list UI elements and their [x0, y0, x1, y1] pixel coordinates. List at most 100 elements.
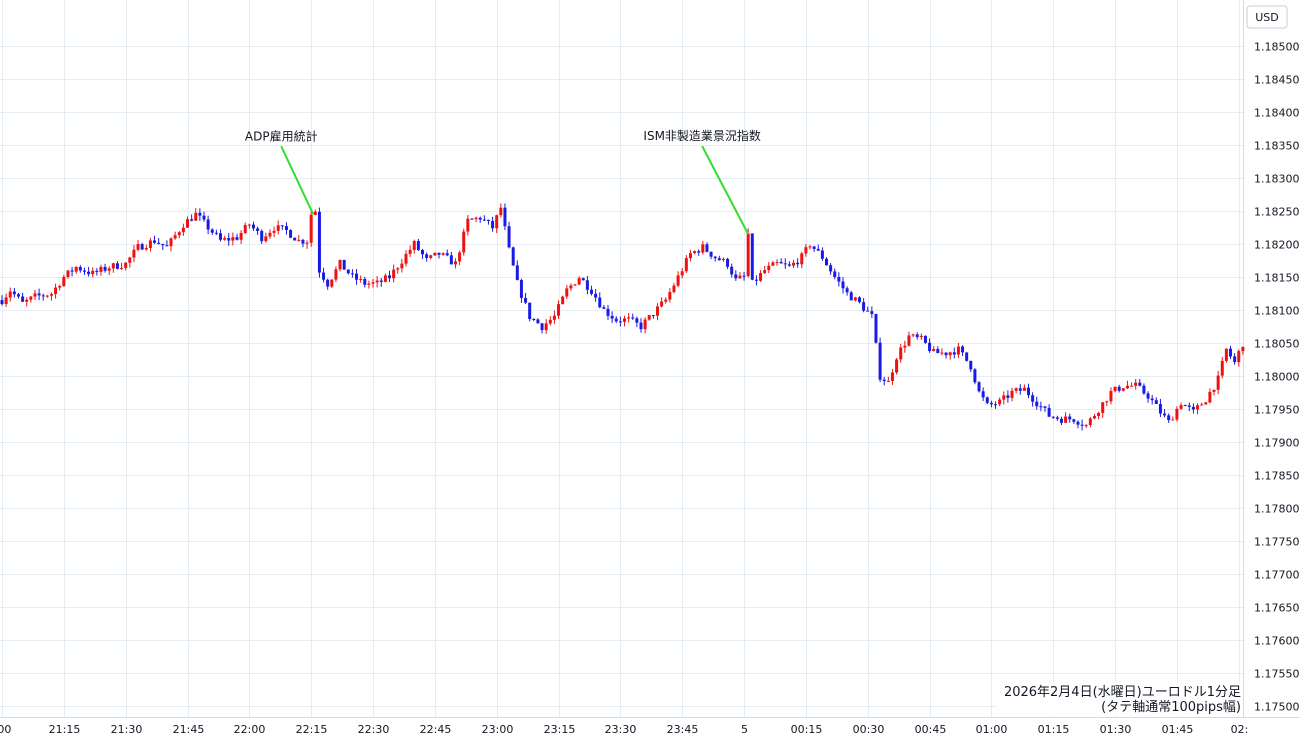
chart-caption: 2026年2月4日(水曜日)ユーロドル1分足 (タテ軸通常100pips幅): [996, 682, 1243, 716]
candle-body: [713, 256, 717, 259]
grid-lines: [0, 0, 1243, 717]
candle-body: [107, 268, 111, 271]
candle-body: [157, 242, 161, 244]
candle-body: [128, 257, 132, 263]
candle-body: [1142, 385, 1146, 394]
candle-body: [289, 229, 293, 238]
candle-body: [247, 224, 251, 226]
candle-body: [4, 297, 8, 305]
candle-body: [161, 243, 165, 246]
candle-body: [144, 247, 148, 250]
candle-body: [796, 262, 800, 265]
x-tick-label: 21:30: [111, 723, 143, 736]
annotation-label: ISM非製造業景況指数: [643, 128, 761, 143]
candle-body: [808, 246, 812, 248]
x-tick-label: 23:45: [667, 723, 699, 736]
candle-body: [557, 304, 561, 316]
candle-body: [441, 253, 445, 255]
y-tick-label: 1.17850: [1254, 470, 1300, 483]
candle-body: [256, 228, 260, 231]
candle-body: [1092, 416, 1096, 419]
candle-body: [627, 317, 631, 319]
candle-body: [919, 335, 923, 338]
y-tick-label: 1.17750: [1254, 536, 1300, 549]
candles: [0, 203, 1245, 431]
candle-body: [573, 284, 577, 286]
x-tick-label: 01:30: [1100, 723, 1132, 736]
candle-body: [1113, 386, 1117, 392]
candle-body: [21, 296, 25, 302]
candle-body: [301, 239, 305, 244]
candle-body: [400, 263, 404, 269]
candle-body: [1154, 400, 1158, 405]
candle-body: [474, 217, 478, 220]
candle-body: [412, 241, 416, 250]
y-tick-label: 1.18450: [1254, 74, 1300, 87]
candle-body: [726, 258, 730, 267]
y-tick-label: 1.17800: [1254, 503, 1300, 516]
candle-body: [383, 275, 387, 282]
candle-body: [899, 347, 903, 360]
candle-body: [664, 299, 668, 302]
x-tick-label: 02:: [1231, 723, 1249, 736]
candle-body: [29, 296, 33, 300]
candle-body: [829, 265, 833, 272]
candle-body: [8, 291, 12, 298]
candle-body: [519, 280, 523, 298]
candle-body: [120, 267, 124, 269]
candle-body: [449, 255, 453, 265]
candle-body: [771, 262, 775, 266]
candle-body: [660, 301, 664, 307]
candle-body: [1109, 391, 1113, 402]
x-tick-label: 22:00: [234, 723, 266, 736]
candle-body: [1047, 407, 1051, 417]
candle-body: [198, 212, 202, 216]
candle-body: [462, 231, 466, 253]
candle-body: [425, 254, 429, 258]
candle-body: [866, 310, 870, 312]
candle-body: [590, 289, 594, 294]
candle-body: [359, 279, 363, 281]
candle-body: [680, 271, 684, 276]
y-tick-label: 1.18050: [1254, 338, 1300, 351]
candle-body: [214, 232, 218, 234]
candle-body: [458, 252, 462, 262]
candle-body: [804, 247, 808, 254]
candle-body: [388, 275, 392, 279]
caption-line-1: 2026年2月4日(水曜日)ユーロドル1分足: [1004, 685, 1241, 700]
candle-body: [280, 225, 284, 227]
candle-body: [260, 230, 264, 242]
candle-body: [985, 397, 989, 403]
candle-body: [313, 211, 317, 215]
candle-body: [779, 261, 783, 264]
candle-body: [227, 238, 231, 241]
candle-body: [903, 345, 907, 348]
candle-body: [95, 270, 99, 272]
candle-body: [346, 269, 350, 274]
candle-body: [350, 273, 354, 275]
candle-body: [1179, 405, 1183, 409]
candle-body: [78, 266, 82, 271]
candle-body: [849, 292, 853, 301]
candle-body: [87, 271, 91, 275]
candle-body: [66, 270, 70, 277]
candle-body: [330, 279, 334, 287]
candle-body: [1220, 360, 1224, 376]
x-tick-label: 23:00: [482, 723, 514, 736]
x-tick-label: :00: [0, 723, 11, 736]
candle-body: [408, 249, 412, 254]
candle-body: [284, 226, 288, 230]
candle-body: [235, 237, 239, 240]
candle-body: [1146, 393, 1150, 399]
y-tick-label: 1.17900: [1254, 437, 1300, 450]
x-tick-label: 21:15: [49, 723, 81, 736]
candle-body: [206, 219, 210, 230]
y-tick-label: 1.18350: [1254, 140, 1300, 153]
x-tick-label: 01:00: [976, 723, 1008, 736]
candle-body: [111, 263, 115, 269]
candle-body: [264, 236, 268, 242]
candle-body: [693, 251, 697, 254]
candle-body: [763, 270, 767, 274]
candle-body: [1216, 375, 1220, 390]
